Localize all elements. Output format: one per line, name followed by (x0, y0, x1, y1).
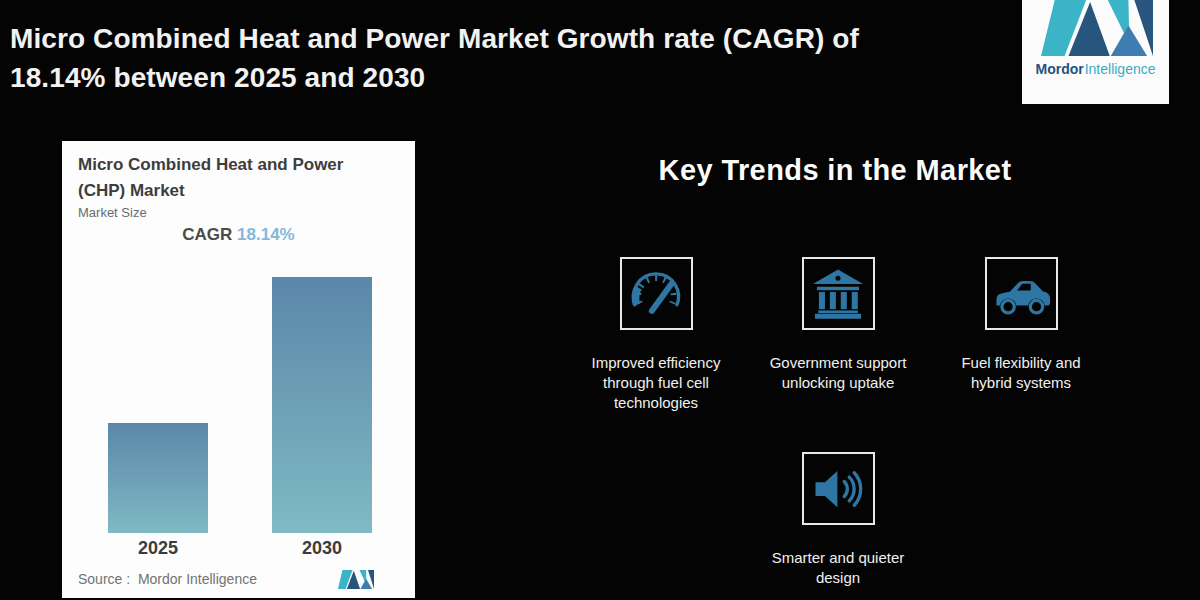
car-icon (990, 264, 1052, 324)
icon-box (620, 257, 693, 330)
bank-icon (809, 265, 867, 323)
bar-2030 (272, 277, 372, 533)
trend-caption: Government support unlocking uptake (758, 353, 918, 393)
speaker-icon (808, 459, 868, 519)
chart-subtitle: Market Size (78, 205, 147, 220)
speedometer-icon (625, 263, 687, 325)
chart-source: Source : Mordor Intelligence (78, 571, 257, 587)
brand-name-secondary: Intelligence (1085, 61, 1156, 77)
bar-label-2030: 2030 (272, 538, 372, 559)
chart-card: Micro Combined Heat and Power (CHP) Mark… (62, 141, 415, 598)
infographic: Micro Combined Heat and Power Market Gro… (0, 0, 1200, 600)
bar-label-2025: 2025 (108, 538, 208, 559)
trend-caption: Fuel flexibility and hybrid systems (941, 353, 1101, 393)
cagr-value: 18.14% (237, 225, 295, 244)
trend-item-design: Smarter and quieter design (758, 452, 918, 588)
trend-caption: Smarter and quieter design (758, 548, 918, 588)
chart-title: Micro Combined Heat and Power (CHP) Mark… (78, 152, 378, 204)
trend-item-government: Government support unlocking uptake (758, 257, 918, 393)
mordor-logo-mark-icon (1041, 0, 1153, 56)
bar-plot (108, 277, 372, 533)
trends-title: Key Trends in the Market (600, 154, 1070, 187)
trend-caption: Improved efficiency through fuel cell te… (576, 353, 736, 413)
cagr-annotation: CAGR 18.14% (62, 225, 415, 245)
icon-box (802, 257, 875, 330)
brand-name-primary: Mordor (1035, 61, 1083, 77)
mordor-logo-mark-small-icon (338, 570, 374, 589)
trend-item-efficiency: Improved efficiency through fuel cell te… (576, 257, 736, 413)
page-title: Micro Combined Heat and Power Market Gro… (10, 19, 910, 97)
icon-box (802, 452, 875, 525)
mordor-logo-text: MordorIntelligence (1022, 61, 1169, 77)
mordor-logo: MordorIntelligence (1022, 0, 1169, 104)
bar-2025 (108, 423, 208, 533)
cagr-label: CAGR (182, 225, 232, 244)
trend-item-fuel: Fuel flexibility and hybrid systems (941, 257, 1101, 393)
icon-box (985, 257, 1058, 330)
bar-labels: 2025 2030 (108, 538, 372, 559)
